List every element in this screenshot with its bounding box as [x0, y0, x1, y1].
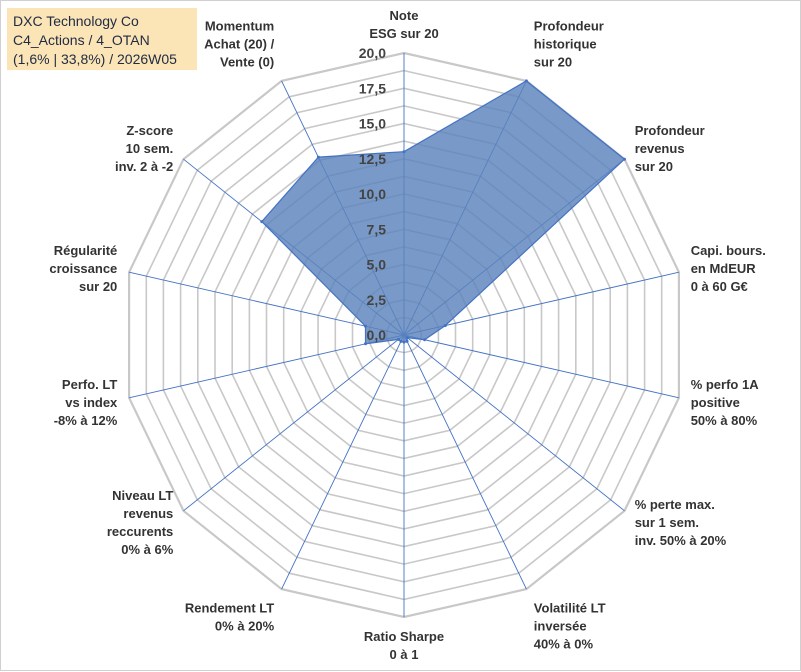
axis-label-line: sur 20	[635, 159, 673, 174]
axis-label-line: 0 à 1	[390, 647, 419, 662]
axis-label-line: sur 20	[534, 55, 572, 70]
axis-label-line: Perfo. LT	[62, 377, 117, 392]
axis-label-line: Profondeur	[534, 19, 604, 34]
tick-label: 10,0	[359, 186, 386, 202]
axis-spoke	[403, 271, 680, 336]
tick-label: 20,0	[359, 45, 386, 61]
axis-label-line: inv. 50% à 20%	[635, 533, 727, 548]
axis-label-line: ESG sur 20	[369, 26, 438, 41]
data-point	[399, 339, 403, 343]
axis-label-line: sur 1 sem.	[635, 515, 699, 530]
title-company: DXC Technology Co	[13, 13, 139, 29]
data-point	[316, 155, 320, 159]
axis-label-line: Achat (20) /	[204, 37, 274, 52]
axis-label: Niveau LT revenus reccurents 0% à 6%	[107, 488, 174, 557]
data-point	[397, 337, 400, 341]
axis-label: Rendement LT 0% à 20%	[185, 600, 275, 633]
axis-label-line: revenus	[123, 506, 173, 521]
data-point	[443, 324, 447, 328]
chart-title-box: DXC Technology Co C4_Actions / 4_OTAN (1…	[7, 8, 197, 70]
tick-label: 0,0	[367, 327, 387, 343]
axis-label-line: historique	[534, 37, 597, 52]
axis-spoke	[281, 334, 405, 590]
axis-label: Profondeur revenus sur 20	[635, 123, 705, 174]
axis-label-line: 0% à 20%	[215, 618, 275, 633]
axis-spoke	[183, 334, 405, 512]
data-point	[405, 336, 409, 340]
data-point	[364, 324, 367, 328]
axis-label-line: en MdEUR	[691, 261, 757, 276]
axis-label: Note ESG sur 20	[369, 8, 438, 41]
axis-spoke	[403, 334, 527, 590]
axis-spoke	[128, 334, 405, 399]
axis-label-line: % perte max.	[635, 497, 715, 512]
axis-label-line: positive	[691, 395, 740, 410]
tick-label: 12,5	[359, 151, 386, 167]
axis-label-line: 50% à 80%	[691, 413, 758, 428]
axis-label: Capi. bours. en MdEUR 0 à 60 G€	[691, 243, 766, 294]
axis-label-line: 10 sem.	[126, 141, 174, 156]
axis-label: Régularité croissance sur 20	[49, 243, 117, 294]
data-point	[623, 157, 626, 161]
axis-label-line: Profondeur	[635, 123, 705, 138]
axis-label: % perfo 1A positive 50% à 80%	[691, 377, 760, 428]
axis-label: Profondeur historique sur 20	[534, 19, 604, 70]
axis-label-line: 0 à 60 G€	[691, 279, 748, 294]
axis-spoke	[403, 334, 680, 399]
data-point	[423, 338, 427, 342]
axis-label-line: % perfo 1A	[691, 377, 760, 392]
tick-label: 15,0	[359, 116, 386, 132]
axis-label-line: revenus	[635, 141, 685, 156]
axis-label-line: Momentum	[205, 19, 274, 34]
axis-label: Perfo. LT vs index -8% à 12%	[54, 377, 118, 428]
axis-label-line: Ratio Sharpe	[364, 629, 444, 644]
axis-label: Momentum Achat (20) / Vente (0)	[204, 19, 274, 70]
data-point	[260, 220, 264, 224]
axis-spoke	[128, 271, 405, 336]
title-portfolio: C4_Actions / 4_OTAN	[13, 32, 150, 48]
axis-label-line: Régularité	[54, 243, 118, 258]
axis-spoke	[403, 334, 625, 512]
axis-label-line: croissance	[49, 261, 117, 276]
axis-label-line: -8% à 12%	[54, 413, 118, 428]
tick-label: 7,5	[367, 221, 387, 237]
data-point	[405, 339, 409, 343]
data-point	[402, 340, 406, 344]
tick-label: 17,5	[359, 80, 386, 96]
axis-label-line: Rendement LT	[185, 600, 274, 615]
axis-label-line: 0% à 6%	[121, 542, 173, 557]
axis-label-line: sur 20	[79, 279, 117, 294]
axis-label-line: Vente (0)	[220, 55, 274, 70]
axis-label-line: inversée	[534, 618, 587, 633]
axis-label: Volatilité LT inversée 40% à 0%	[534, 600, 606, 651]
axis-label-line: Volatilité LT	[534, 600, 606, 615]
axis-label: Ratio Sharpe 0 à 1	[364, 629, 444, 662]
axis-label-line: reccurents	[107, 524, 173, 539]
data-area	[260, 80, 626, 345]
axis-label-line: vs index	[65, 395, 118, 410]
axis-label: Z-score 10 sem. inv. 2 à -2	[115, 123, 173, 174]
title-stats: (1,6% | 33,8%) / 2026W05	[13, 51, 177, 67]
data-point	[402, 150, 406, 154]
axis-label-line: Z-score	[126, 123, 173, 138]
axis-label-line: Note	[390, 8, 419, 23]
tick-label: 2,5	[367, 292, 387, 308]
axis-label-line: Niveau LT	[112, 488, 173, 503]
data-point	[524, 79, 528, 83]
axis-label: % perte max. sur 1 sem. inv. 50% à 20%	[635, 497, 727, 548]
axis-label-line: inv. 2 à -2	[115, 159, 173, 174]
data-point	[364, 342, 367, 346]
tick-label: 5,0	[367, 257, 387, 273]
axis-label-line: 40% à 0%	[534, 636, 594, 651]
axis-label-line: Capi. bours.	[691, 243, 766, 258]
